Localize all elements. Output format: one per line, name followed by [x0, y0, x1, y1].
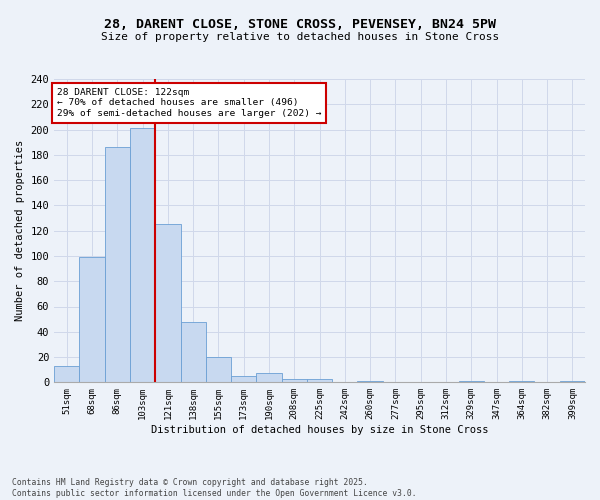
- X-axis label: Distribution of detached houses by size in Stone Cross: Distribution of detached houses by size …: [151, 425, 488, 435]
- Bar: [54, 366, 79, 382]
- Bar: [79, 257, 105, 382]
- Bar: [307, 378, 332, 382]
- Text: Contains HM Land Registry data © Crown copyright and database right 2025.
Contai: Contains HM Land Registry data © Crown c…: [12, 478, 416, 498]
- Bar: [281, 378, 307, 382]
- Bar: [155, 224, 181, 382]
- Bar: [206, 357, 231, 382]
- Bar: [358, 381, 383, 382]
- Bar: [231, 376, 256, 382]
- Bar: [181, 322, 206, 382]
- Bar: [458, 381, 484, 382]
- Bar: [256, 374, 281, 382]
- Bar: [105, 147, 130, 382]
- Bar: [560, 381, 585, 382]
- Y-axis label: Number of detached properties: Number of detached properties: [15, 140, 25, 322]
- Bar: [509, 381, 535, 382]
- Text: Size of property relative to detached houses in Stone Cross: Size of property relative to detached ho…: [101, 32, 499, 42]
- Text: 28 DARENT CLOSE: 122sqm
← 70% of detached houses are smaller (496)
29% of semi-d: 28 DARENT CLOSE: 122sqm ← 70% of detache…: [57, 88, 322, 118]
- Bar: [130, 128, 155, 382]
- Text: 28, DARENT CLOSE, STONE CROSS, PEVENSEY, BN24 5PW: 28, DARENT CLOSE, STONE CROSS, PEVENSEY,…: [104, 18, 496, 30]
